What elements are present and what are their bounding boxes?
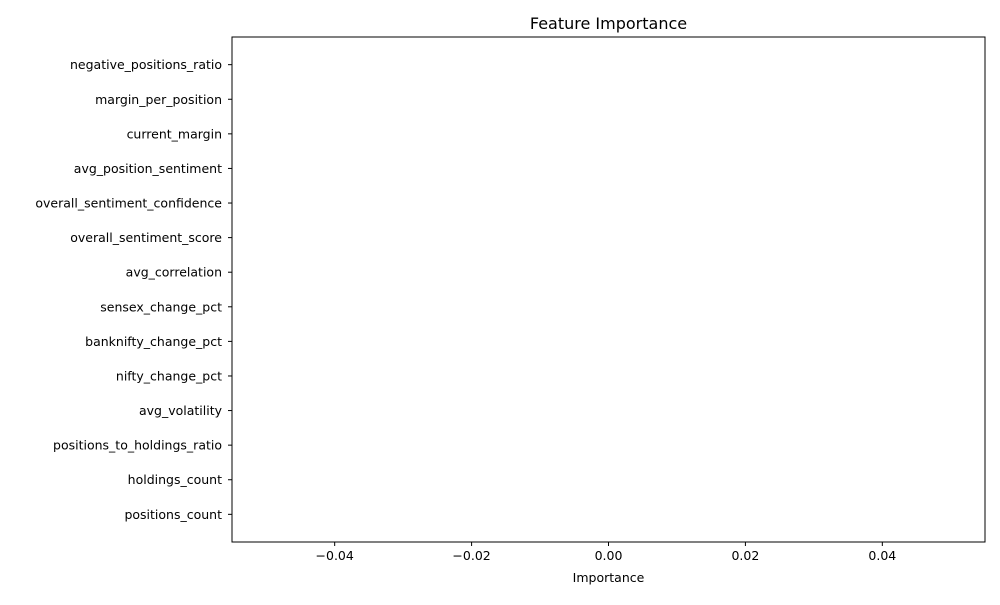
x-axis-label: Importance (573, 570, 645, 585)
y-tick-label: overall_sentiment_confidence (35, 196, 222, 211)
x-tick-label: 0.00 (595, 548, 623, 563)
chart-title: Feature Importance (530, 14, 687, 33)
y-axis: positions_count holdings_count positions_t… (35, 57, 232, 522)
y-tick-label: holdings_count (128, 472, 222, 487)
y-tick-label: positions_count (124, 507, 222, 522)
x-tick-label: −0.02 (452, 548, 490, 563)
y-tick-label: banknifty_change_pct (85, 334, 222, 349)
y-tick-label: margin_per_position (95, 92, 222, 107)
y-tick-label: negative_positions_ratio (70, 57, 222, 72)
x-tick-label: 0.04 (868, 548, 896, 563)
y-tick-label: positions_to_holdings_ratio (53, 438, 222, 453)
y-tick-label: overall_sentiment_score (70, 230, 222, 245)
plot-area-frame (231, 36, 986, 543)
y-tick-label: sensex_change_pct (100, 299, 222, 314)
y-tick-label: nifty_change_pct (116, 368, 222, 383)
x-axis: −0.04 −0.02 0.00 0.02 0.04 (316, 542, 896, 563)
y-tick-label: avg_volatility (139, 403, 223, 418)
y-tick-label: current_margin (127, 126, 222, 141)
y-tick-label: avg_correlation (126, 265, 222, 280)
x-tick-label: 0.02 (731, 548, 759, 563)
x-tick-label: −0.04 (316, 548, 354, 563)
y-tick-label: avg_position_sentiment (74, 161, 222, 176)
